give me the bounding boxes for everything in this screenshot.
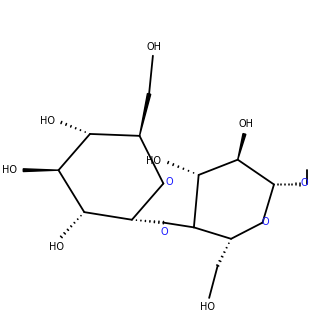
Text: O: O [262,217,269,227]
Text: O: O [160,227,168,236]
Text: O: O [165,177,173,187]
Polygon shape [140,94,151,136]
Polygon shape [23,169,58,172]
Text: HO: HO [200,302,215,313]
Text: HO: HO [2,165,17,175]
Polygon shape [238,133,246,160]
Text: OH: OH [239,119,254,129]
Text: HO: HO [146,156,161,166]
Text: O: O [300,178,308,188]
Text: HO: HO [49,242,64,252]
Text: HO: HO [40,116,55,126]
Text: OH: OH [146,42,161,52]
